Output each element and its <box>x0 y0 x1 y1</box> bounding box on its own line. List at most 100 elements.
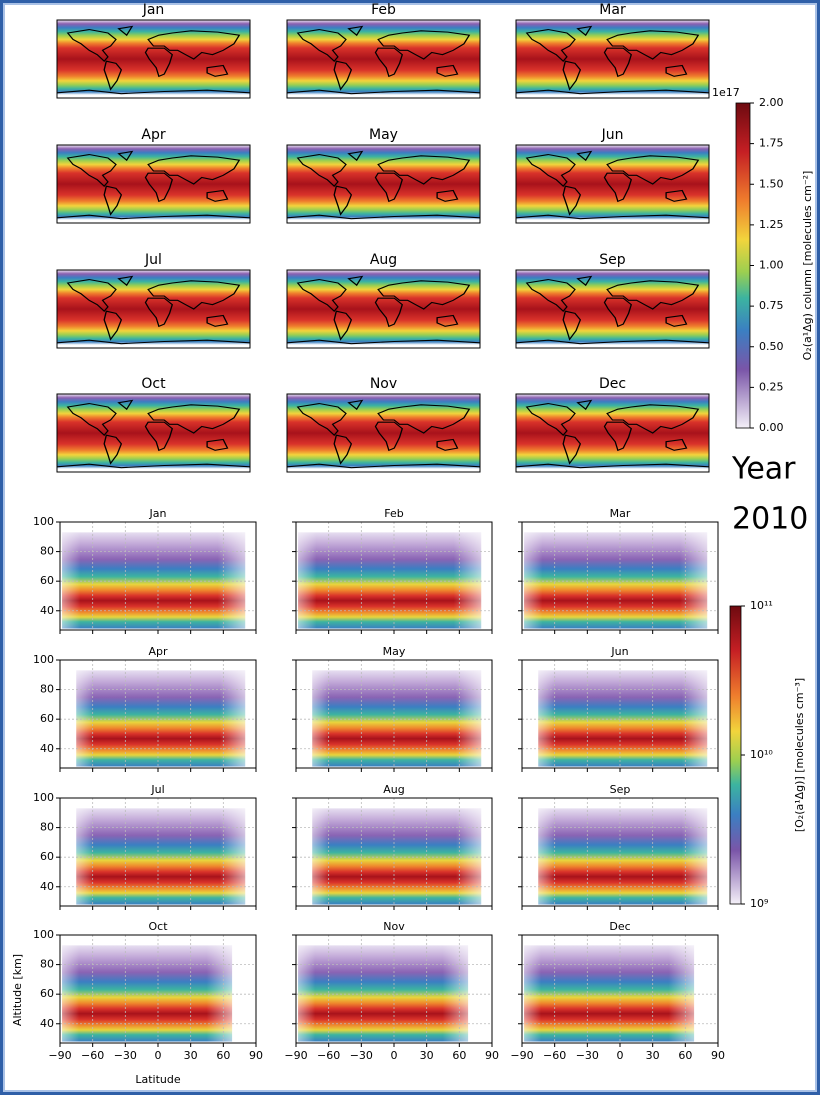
profile-fade <box>76 808 246 905</box>
x-tick-label: −60 <box>81 1049 104 1062</box>
panel-title: May <box>369 127 398 143</box>
map-frame <box>286 269 481 349</box>
map-frame <box>286 19 481 99</box>
y-tick-label: 100 <box>33 791 54 804</box>
y-tick-label: 80 <box>40 821 54 834</box>
profile-fade <box>538 670 708 767</box>
panel-title: Dec <box>599 376 626 392</box>
colorbar-tick-label: 0.00 <box>759 421 784 434</box>
x-tick-label: 30 <box>184 1049 198 1062</box>
y-tick-label: 40 <box>40 880 54 893</box>
map-field <box>516 270 709 348</box>
x-tick-label: −90 <box>48 1049 71 1062</box>
panel-title: Nov <box>383 920 405 933</box>
y-tick-label: 80 <box>40 683 54 696</box>
x-tick-label: 60 <box>452 1049 466 1062</box>
map-frame <box>286 144 481 224</box>
colorbar-label: [O₂(a¹Δg)] [molecules cm⁻³] <box>793 678 806 832</box>
x-tick-label: −30 <box>576 1049 599 1062</box>
x-tick-label: 0 <box>617 1049 624 1062</box>
axes-frame <box>521 797 719 907</box>
axes-frame <box>295 521 493 631</box>
x-tick-label: 90 <box>711 1049 725 1062</box>
panel-title: Sep <box>599 252 626 268</box>
map-field <box>57 270 250 348</box>
profile-fade <box>76 670 246 767</box>
axes-frame <box>521 659 719 769</box>
axes-frame <box>59 659 257 769</box>
y-tick-label: 40 <box>40 1017 54 1030</box>
y-tick-label: 40 <box>40 742 54 755</box>
colorbar-tick-label: 0.25 <box>759 380 784 393</box>
x-tick-label: 60 <box>216 1049 230 1062</box>
colorbar-tick-label: 1.00 <box>759 259 784 272</box>
year-value: 2010 <box>732 502 808 537</box>
panel-title: Apr <box>141 127 165 143</box>
colorbar-tick-label: 1.75 <box>759 137 784 150</box>
axes-frame <box>59 797 257 907</box>
panel-title: Jun <box>610 645 628 658</box>
x-tick-label: −30 <box>350 1049 373 1062</box>
map-frame <box>56 144 251 224</box>
x-tick-label: 0 <box>391 1049 398 1062</box>
map-field <box>516 20 709 98</box>
y-tick-label: 100 <box>33 515 54 528</box>
y-tick-label: 60 <box>40 850 54 863</box>
x-axis-label: Latitude <box>135 1073 181 1086</box>
profile-fade <box>524 945 695 1042</box>
map-frame <box>56 19 251 99</box>
y-tick-label: 60 <box>40 712 54 725</box>
colorbar-tick-label: 1.25 <box>759 218 784 231</box>
panel-title: Feb <box>384 507 403 520</box>
profile-fade <box>312 670 482 767</box>
map-field <box>287 20 480 98</box>
colorbar-tick-label: 10¹¹ <box>750 599 773 612</box>
x-tick-label: 60 <box>678 1049 692 1062</box>
colorbar <box>729 605 742 905</box>
x-tick-label: 30 <box>646 1049 660 1062</box>
profile-fade <box>298 945 469 1042</box>
colorbar-label: O₂(a¹Δg) column [molecules cm⁻²] <box>801 171 814 361</box>
y-tick-label: 40 <box>40 604 54 617</box>
colorbar-exponent: 1e17 <box>712 86 740 99</box>
profile-fade <box>312 808 482 905</box>
colorbar-tick-label: 1.50 <box>759 177 784 190</box>
panel-title: May <box>383 645 406 658</box>
map-frame <box>515 19 710 99</box>
y-tick-label: 80 <box>40 958 54 971</box>
map-field <box>287 145 480 223</box>
year-label: Year <box>731 452 796 487</box>
panel-title: Mar <box>599 2 626 18</box>
map-field <box>516 394 709 472</box>
x-tick-label: −60 <box>317 1049 340 1062</box>
axes-frame <box>59 934 257 1044</box>
y-tick-label: 60 <box>40 987 54 1000</box>
panel-title: Aug <box>370 252 397 268</box>
map-frame <box>56 393 251 473</box>
profile-fade <box>524 532 708 629</box>
map-field <box>57 20 250 98</box>
panel-title: Dec <box>609 920 630 933</box>
profile-fade <box>538 808 708 905</box>
panel-title: Sep <box>610 783 631 796</box>
colorbar-tick-label: 0.50 <box>759 340 784 353</box>
y-tick-label: 100 <box>33 928 54 941</box>
panel-title: Aug <box>383 783 404 796</box>
profile-fade <box>298 532 482 629</box>
y-axis-label: Altitude [km] <box>11 954 24 1026</box>
panel-title: Jan <box>149 507 167 520</box>
colorbar <box>735 102 751 429</box>
map-frame <box>515 144 710 224</box>
axes-frame <box>59 521 257 631</box>
x-tick-label: −60 <box>543 1049 566 1062</box>
axes-frame <box>521 934 719 1044</box>
axes-frame <box>295 797 493 907</box>
panel-title: Feb <box>371 2 396 18</box>
panel-title: Oct <box>141 376 166 392</box>
panel-title: Jul <box>144 252 162 268</box>
map-frame <box>515 393 710 473</box>
panel-title: Mar <box>610 507 631 520</box>
x-tick-label: −90 <box>510 1049 533 1062</box>
